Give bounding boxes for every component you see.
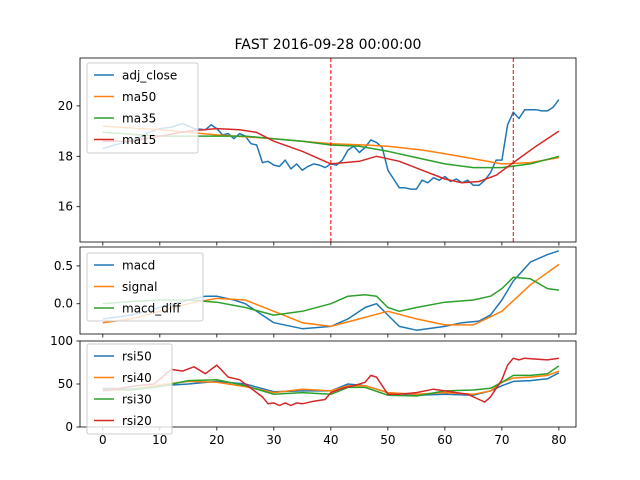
chart-title: FAST 2016-09-28 00:00:00: [235, 37, 422, 53]
legend-box: [86, 252, 204, 322]
legend-macd: macd signal macd_diff: [86, 252, 204, 322]
legend-label-ma15: ma15: [122, 133, 156, 147]
y-tick-label: 20: [58, 99, 73, 113]
panel-macd-frame: [79, 246, 577, 335]
x-tick-label: 70: [494, 433, 509, 447]
legend-label-rsi30: rsi30: [122, 393, 152, 407]
y-tick-label: 16: [58, 200, 73, 214]
legend-label-ma50: ma50: [122, 90, 156, 104]
x-tick-label: 0: [99, 433, 107, 447]
legend-label-macd_diff: macd_diff: [122, 302, 181, 316]
legend-box: [86, 343, 173, 435]
series-ma35: [102, 131, 560, 169]
x-tick-label: 20: [209, 433, 224, 447]
legend-rsi: rsi50 rsi40 rsi30 rsi20: [86, 343, 173, 435]
legend-label-signal: signal: [122, 280, 158, 294]
panel-price-frame: [79, 57, 577, 243]
series-rsi20: [102, 357, 560, 407]
legend-box: [86, 62, 199, 154]
legend-label-ma35: ma35: [122, 112, 156, 126]
series-ma50: [102, 125, 560, 165]
x-tick-label: 10: [152, 433, 167, 447]
legend-label-rsi50: rsi50: [122, 350, 152, 364]
legend-price: adj_close ma50 ma35 ma15: [86, 62, 199, 154]
series-rsi30: [102, 365, 560, 397]
panel-macd: 0.0 0.5 macd signal macd_diff: [54, 246, 577, 338]
y-tick-label: 0.0: [54, 297, 73, 311]
legend-label-macd: macd: [122, 259, 155, 273]
y-tick-label: 100: [50, 334, 73, 348]
x-tick-label: 30: [266, 433, 281, 447]
legend-label-rsi20: rsi20: [122, 414, 152, 428]
legend-label-adj_close: adj_close: [122, 69, 177, 83]
x-tick-label: 60: [437, 433, 452, 447]
legend-label-rsi40: rsi40: [122, 371, 152, 385]
panel-rsi-series: [102, 357, 560, 407]
chart-panels: 16 18 20 adj_close ma50 ma35 ma15 0.0 0.5 macd sig…: [50, 57, 577, 447]
y-tick-label: 50: [58, 377, 73, 391]
y-tick-label: 18: [58, 149, 73, 163]
y-tick-label: 0: [65, 420, 73, 434]
x-tick-label: 80: [551, 433, 566, 447]
x-tick-label: 40: [323, 433, 338, 447]
series-rsi40: [102, 370, 560, 396]
x-tick-label: 50: [380, 433, 395, 447]
y-tick-label: 0.5: [54, 259, 73, 273]
series-macd: [102, 250, 560, 331]
series-adj_close: [102, 99, 560, 190]
panel-price: 16 18 20 adj_close ma50 ma35 ma15: [58, 57, 577, 246]
series-macd_diff: [102, 276, 559, 316]
